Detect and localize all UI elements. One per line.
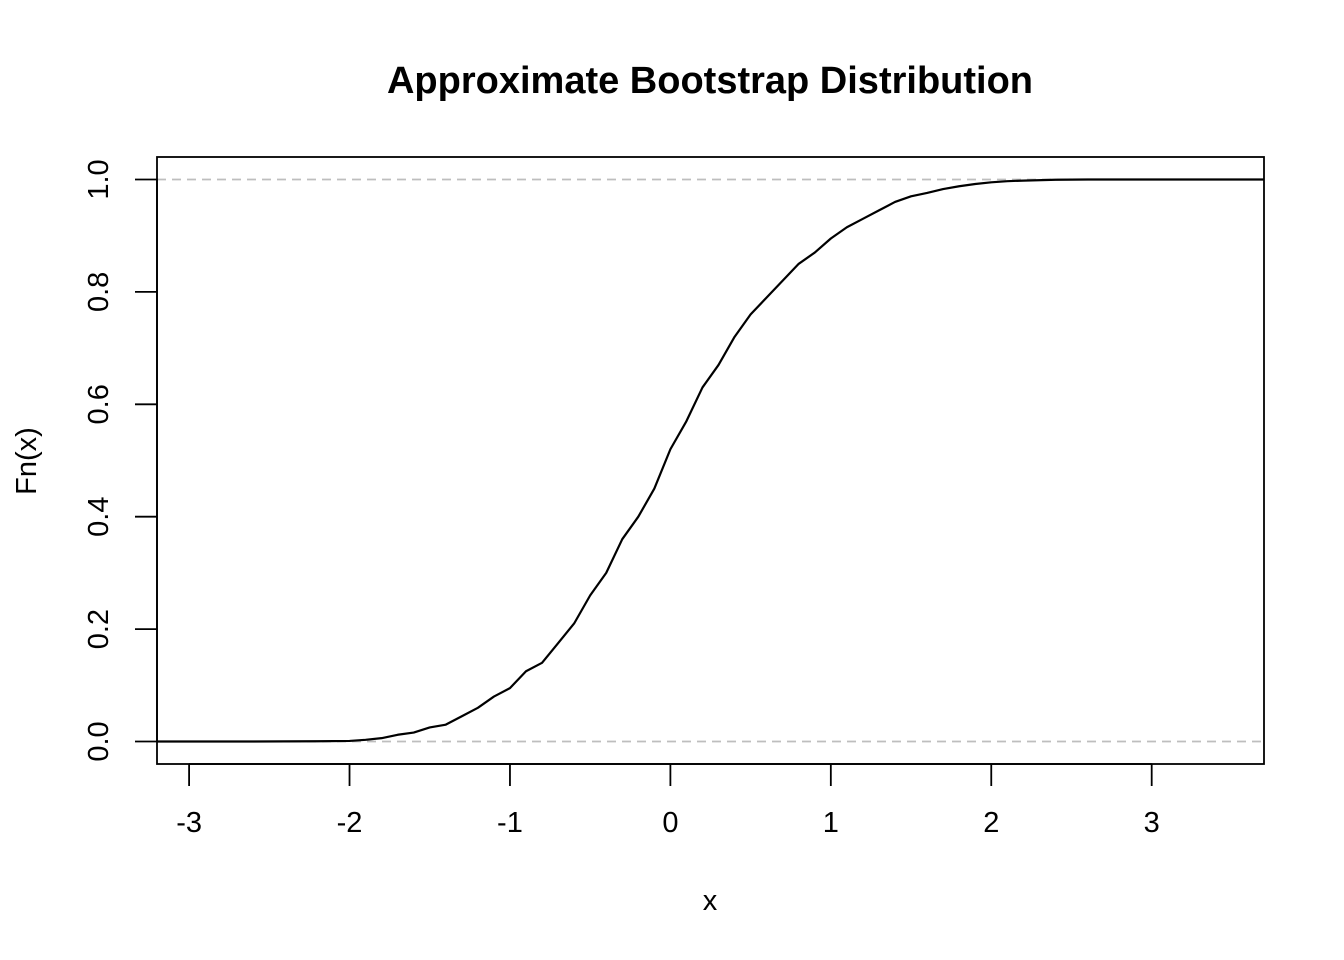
- y-tick-label: 0.2: [83, 609, 115, 649]
- reference-lines: [157, 178, 1264, 743]
- y-tick-label: 1.0: [83, 159, 115, 199]
- x-tick-label: -3: [176, 807, 202, 839]
- y-tick-label: 0.4: [83, 497, 115, 537]
- x-axis-label: x: [703, 885, 718, 917]
- y-axis: 0.0 0.2 0.4 0.6 0.8 1.0: [83, 159, 158, 762]
- x-tick-label: -1: [497, 807, 523, 839]
- x-tick-label: 2: [983, 807, 999, 839]
- y-tick-label: 0.0: [83, 721, 115, 761]
- y-tick-label: 0.6: [83, 384, 115, 424]
- x-tick-label: -2: [337, 807, 363, 839]
- y-axis-label: Fn(x): [11, 427, 43, 495]
- x-tick-label: 0: [662, 807, 678, 839]
- plot-frame: [156, 156, 1265, 765]
- x-tick-label: 1: [823, 807, 839, 839]
- chart-title: Approximate Bootstrap Distribution: [387, 60, 1033, 102]
- x-tick-label: 3: [1144, 807, 1160, 839]
- y-tick-label: 0.8: [83, 272, 115, 312]
- x-axis: -3 -2 -1 0 1 2 3: [176, 763, 1160, 839]
- ecdf-curve: [157, 178, 1264, 743]
